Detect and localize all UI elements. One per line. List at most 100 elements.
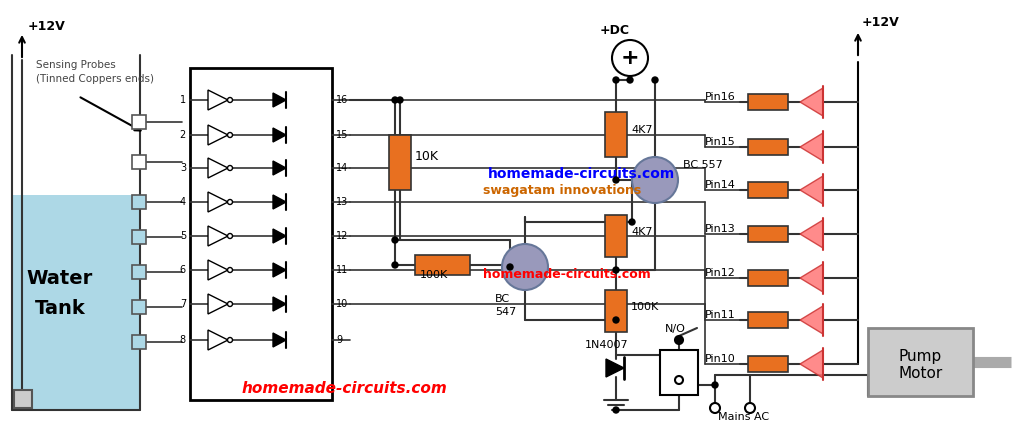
Bar xyxy=(415,255,470,275)
Polygon shape xyxy=(273,161,286,175)
Circle shape xyxy=(629,219,635,225)
Bar xyxy=(132,195,146,209)
Bar xyxy=(605,112,627,157)
Bar xyxy=(748,139,788,155)
Bar xyxy=(748,356,788,372)
Text: 10K: 10K xyxy=(415,150,439,163)
Polygon shape xyxy=(208,294,228,314)
Circle shape xyxy=(612,40,648,76)
Text: N/O: N/O xyxy=(665,324,686,334)
Text: 1: 1 xyxy=(180,95,186,105)
Circle shape xyxy=(613,77,619,83)
Polygon shape xyxy=(800,133,823,161)
Text: 4K7: 4K7 xyxy=(631,125,652,135)
Bar xyxy=(605,215,627,257)
Text: +12V: +12V xyxy=(862,16,900,29)
Text: 16: 16 xyxy=(336,95,348,105)
Bar xyxy=(605,290,627,332)
Circle shape xyxy=(227,268,232,272)
Text: BC 557: BC 557 xyxy=(683,160,722,170)
Polygon shape xyxy=(208,330,228,350)
Polygon shape xyxy=(273,229,286,243)
Bar xyxy=(132,230,146,244)
Text: +: + xyxy=(621,48,639,68)
Circle shape xyxy=(627,77,633,83)
Circle shape xyxy=(502,244,548,290)
Text: Pin10: Pin10 xyxy=(705,354,736,364)
Polygon shape xyxy=(208,158,228,178)
Circle shape xyxy=(613,317,619,323)
Text: 6: 6 xyxy=(180,265,186,275)
Circle shape xyxy=(712,382,718,388)
Text: Motor: Motor xyxy=(899,366,943,381)
Text: Mains AC: Mains AC xyxy=(718,412,769,422)
Bar xyxy=(748,270,788,286)
Circle shape xyxy=(613,407,619,413)
Bar xyxy=(748,312,788,328)
Polygon shape xyxy=(273,195,286,209)
Text: 2: 2 xyxy=(179,130,186,140)
Text: Pin14: Pin14 xyxy=(705,180,736,190)
Polygon shape xyxy=(800,306,823,334)
Text: Water: Water xyxy=(26,268,93,288)
Text: 100K: 100K xyxy=(631,302,659,312)
Bar xyxy=(190,68,332,400)
Text: +12V: +12V xyxy=(28,20,66,33)
Polygon shape xyxy=(273,93,286,107)
Circle shape xyxy=(613,267,619,273)
Circle shape xyxy=(392,97,398,103)
Bar xyxy=(132,115,146,129)
Text: (Tinned Coppers ends): (Tinned Coppers ends) xyxy=(36,74,154,84)
Text: 10: 10 xyxy=(336,299,348,309)
Text: swagatam innovations: swagatam innovations xyxy=(483,184,641,197)
Polygon shape xyxy=(208,125,228,145)
Text: homemade-circuits.com: homemade-circuits.com xyxy=(242,381,447,396)
Text: 3: 3 xyxy=(180,163,186,173)
Bar xyxy=(132,155,146,169)
Text: 4: 4 xyxy=(180,197,186,207)
Text: Pump: Pump xyxy=(899,349,943,363)
Text: 15: 15 xyxy=(336,130,348,140)
Circle shape xyxy=(227,97,232,103)
Polygon shape xyxy=(800,88,823,116)
Circle shape xyxy=(392,262,398,268)
Polygon shape xyxy=(800,350,823,378)
Text: Tank: Tank xyxy=(35,298,86,317)
Text: 9: 9 xyxy=(336,335,342,345)
Bar xyxy=(748,182,788,198)
Text: Sensing Probes: Sensing Probes xyxy=(36,60,116,70)
Circle shape xyxy=(227,200,232,204)
Polygon shape xyxy=(273,263,286,277)
Bar xyxy=(389,135,411,190)
Text: 13: 13 xyxy=(336,197,348,207)
Polygon shape xyxy=(606,359,624,377)
Bar xyxy=(12,195,140,410)
Polygon shape xyxy=(800,264,823,292)
Circle shape xyxy=(652,77,658,83)
Bar xyxy=(132,335,146,349)
Text: Pin12: Pin12 xyxy=(705,268,736,278)
Text: Pin16: Pin16 xyxy=(705,92,736,102)
Text: 5: 5 xyxy=(179,231,186,241)
Circle shape xyxy=(227,132,232,138)
Polygon shape xyxy=(208,90,228,110)
Polygon shape xyxy=(208,260,228,280)
Text: Pin13: Pin13 xyxy=(705,224,736,234)
Circle shape xyxy=(392,237,398,243)
Bar xyxy=(132,265,146,279)
Text: 1N4007: 1N4007 xyxy=(585,340,629,350)
Circle shape xyxy=(745,403,755,413)
Text: BC: BC xyxy=(495,294,511,304)
Text: 100K: 100K xyxy=(420,270,448,280)
Text: 12: 12 xyxy=(336,231,348,241)
Circle shape xyxy=(227,301,232,307)
Circle shape xyxy=(710,403,720,413)
Circle shape xyxy=(613,177,619,183)
Polygon shape xyxy=(273,297,286,311)
Text: 4K7: 4K7 xyxy=(631,227,652,237)
Text: Pin15: Pin15 xyxy=(705,137,736,147)
Polygon shape xyxy=(273,128,286,142)
Text: 8: 8 xyxy=(180,335,186,345)
Bar xyxy=(132,300,146,314)
Text: +DC: +DC xyxy=(600,24,630,37)
